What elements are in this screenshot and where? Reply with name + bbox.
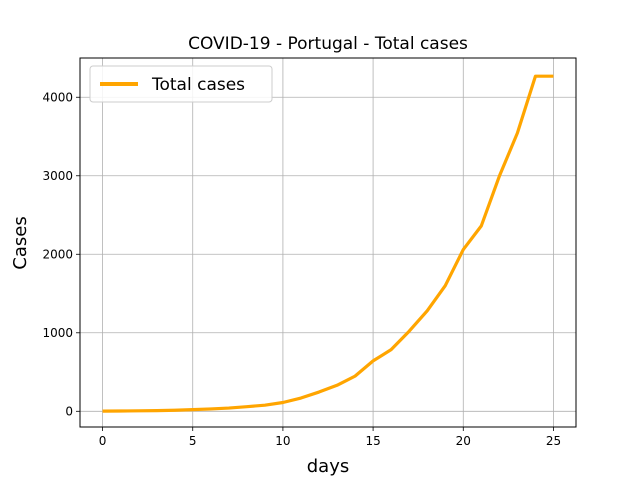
x-tick-label: 5 xyxy=(189,434,197,448)
x-tick-label: 10 xyxy=(275,434,290,448)
series-line xyxy=(102,74,554,413)
legend-label: Total cases xyxy=(151,75,245,95)
grid xyxy=(80,58,576,427)
x-tick-label: 20 xyxy=(456,434,471,448)
x-tick-label: 25 xyxy=(546,434,561,448)
legend: Total cases xyxy=(89,65,273,103)
x-axis: 0 5 10 15 20 25 xyxy=(99,427,561,448)
y-axis: 0 1000 2000 3000 4000 xyxy=(42,90,80,418)
chart-title: COVID-19 - Portugal - Total cases xyxy=(188,34,468,54)
y-tick-label: 3000 xyxy=(42,169,73,183)
legend-box xyxy=(89,65,273,103)
plot-frame xyxy=(79,57,577,428)
x-tick-label: 0 xyxy=(99,434,107,448)
x-axis-label: days xyxy=(307,456,350,477)
y-tick-label: 4000 xyxy=(42,90,73,104)
x-tick-label: 15 xyxy=(365,434,380,448)
series-layer xyxy=(102,74,554,413)
y-tick-label: 1000 xyxy=(42,326,73,340)
y-tick-label: 2000 xyxy=(42,247,73,261)
y-tick-label: 0 xyxy=(65,404,73,418)
y-axis-label: Cases xyxy=(10,216,31,269)
